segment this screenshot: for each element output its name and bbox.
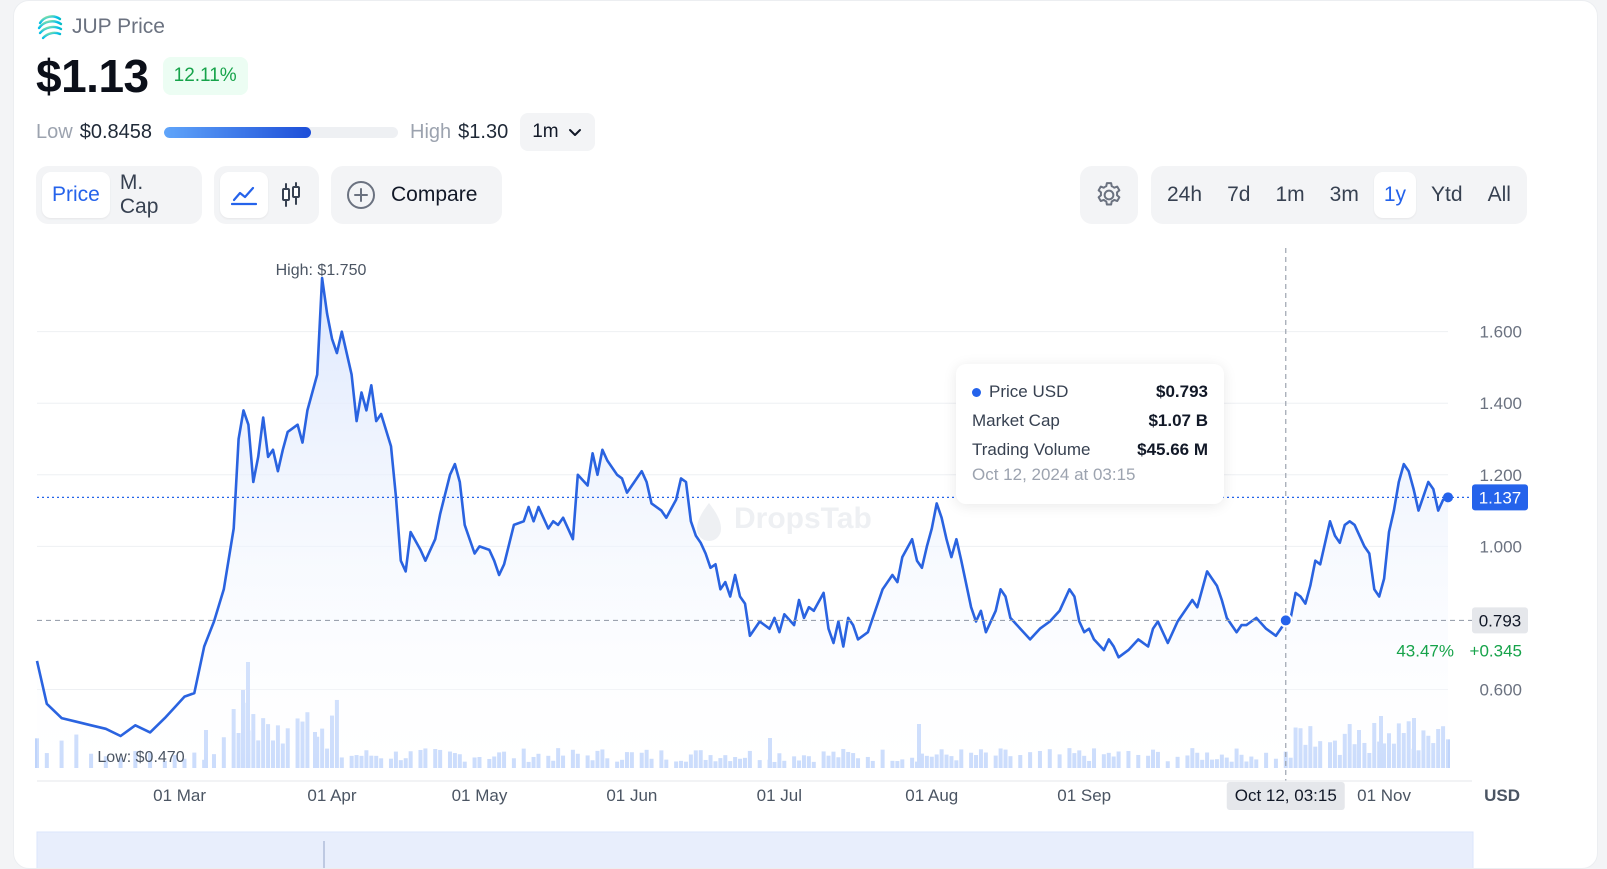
crosshair-date-tag <box>1226 782 1345 810</box>
tab-range-1m[interactable]: 1m <box>1275 183 1305 206</box>
title-row: JUP Price <box>36 13 165 41</box>
low-annotation: Low: $0.470 <box>97 749 184 766</box>
page-title: JUP Price <box>72 15 165 38</box>
watermark: DropsTab <box>734 502 872 535</box>
crosshair-date-label: Oct 12, 03:15 <box>1235 786 1337 805</box>
tooltip-value: $1.07 B <box>1148 410 1208 430</box>
crosshair-value-label: 0.793 <box>1479 611 1522 630</box>
tooltip-label: Price USD <box>989 381 1069 401</box>
currency-label: USD <box>1484 786 1520 805</box>
tooltip-value: $45.66 M <box>1137 439 1208 459</box>
y-tick-label: 1.600 <box>1479 323 1522 342</box>
tooltip-row-volume: Trading Volume $45.66 M <box>972 435 1208 464</box>
y-tick-label: 1.400 <box>1479 394 1522 413</box>
chart-type-toggle <box>214 166 319 224</box>
gear-icon <box>1097 182 1121 206</box>
candlestick-button[interactable] <box>268 172 313 218</box>
y-tick-label: 1.000 <box>1479 537 1522 556</box>
drop-icon <box>697 503 721 541</box>
x-tick-label: 01 Aug <box>905 786 958 805</box>
last-point <box>1443 492 1453 503</box>
range-bar-fill <box>164 126 312 138</box>
chart-tooltip: Price USD $0.793 Market Cap $1.07 B Trad… <box>956 364 1224 504</box>
tooltip-row-price: Price USD $0.793 <box>972 377 1208 406</box>
current-price-label: 1.137 <box>1479 488 1522 507</box>
time-range-tabs: 24h 7d 1m 3m 1y Ytd All <box>1151 166 1527 224</box>
compare-label: Compare <box>391 183 478 206</box>
high-annotation: High: $1.750 <box>276 262 367 279</box>
change-percent-label: 43.47% <box>1396 641 1454 660</box>
price-row: $1.13 12.11% <box>36 49 248 103</box>
range-bar <box>164 126 398 138</box>
metric-tabs: Price M. Cap <box>36 166 202 224</box>
tooltip-label: Market Cap <box>972 410 1060 430</box>
tooltip-row-market-cap: Market Cap $1.07 B <box>972 406 1208 435</box>
jupiter-logo-icon <box>37 15 63 40</box>
tab-range-24h[interactable]: 24h <box>1167 183 1203 206</box>
x-tick-label: 01 Mar <box>153 786 206 805</box>
price-line <box>35 276 1449 738</box>
tab-range-7d[interactable]: 7d <box>1227 183 1251 206</box>
line-chart-button[interactable] <box>220 172 269 218</box>
line-chart-icon <box>231 186 258 206</box>
price-range: Low $0.8458 High $1.30 1m <box>36 113 595 151</box>
current-price: $1.13 <box>36 50 149 102</box>
candlestick-icon <box>281 182 300 207</box>
plus-circle-icon <box>347 181 375 209</box>
range-period-select[interactable]: 1m <box>520 113 595 151</box>
y-tick-label: 1.200 <box>1479 466 1522 485</box>
tab-range-3m[interactable]: 3m <box>1329 183 1359 206</box>
price-change-badge: 12.11% <box>162 57 248 95</box>
range-navigator <box>36 831 1474 868</box>
high-label: High <box>410 120 452 143</box>
x-tick-label: 01 Nov <box>1357 786 1411 805</box>
low-label: Low <box>36 120 73 143</box>
x-tick-label: 01 May <box>452 786 508 805</box>
tooltip-date: Oct 12, 2024 at 03:15 <box>972 465 1136 484</box>
price-card: JUP Price $1.13 12.11% Low $0.8458 High … <box>13 0 1598 869</box>
y-tick-label: 0.600 <box>1479 680 1522 699</box>
change-abs-label: +0.345 <box>1470 641 1522 660</box>
crosshair-point <box>1278 613 1293 628</box>
tab-range-1y[interactable]: 1y <box>1373 172 1417 218</box>
settings-button[interactable] <box>1080 166 1138 224</box>
series-dot-icon <box>972 387 981 397</box>
x-tick-label: 01 Sep <box>1057 786 1111 805</box>
price-chart[interactable]: 1.600 1.400 1.200 1.000 0.600 DropsTab 1.137 0.… <box>14 1 1598 869</box>
current-price-tag <box>1472 484 1528 511</box>
tab-range-all[interactable]: All <box>1487 183 1511 206</box>
tooltip-value: $0.793 <box>1156 381 1208 401</box>
price-area <box>37 278 1448 768</box>
x-tick-label: 01 Jul <box>757 786 802 805</box>
tab-range-ytd[interactable]: Ytd <box>1431 183 1463 206</box>
crosshair-value-tag <box>1472 607 1528 634</box>
range-period-value: 1m <box>532 121 559 142</box>
high-value: $1.30 <box>458 120 509 143</box>
x-tick-label: 01 Jun <box>606 786 657 805</box>
tooltip-label: Trading Volume <box>972 439 1091 459</box>
chevron-down-icon <box>568 129 581 136</box>
compare-button[interactable]: Compare <box>331 166 502 224</box>
tab-market-cap[interactable]: M. Cap <box>119 171 159 218</box>
x-tick-label: 01 Apr <box>307 786 356 805</box>
low-value: $0.8458 <box>79 120 152 143</box>
tab-price[interactable]: Price <box>42 172 110 218</box>
